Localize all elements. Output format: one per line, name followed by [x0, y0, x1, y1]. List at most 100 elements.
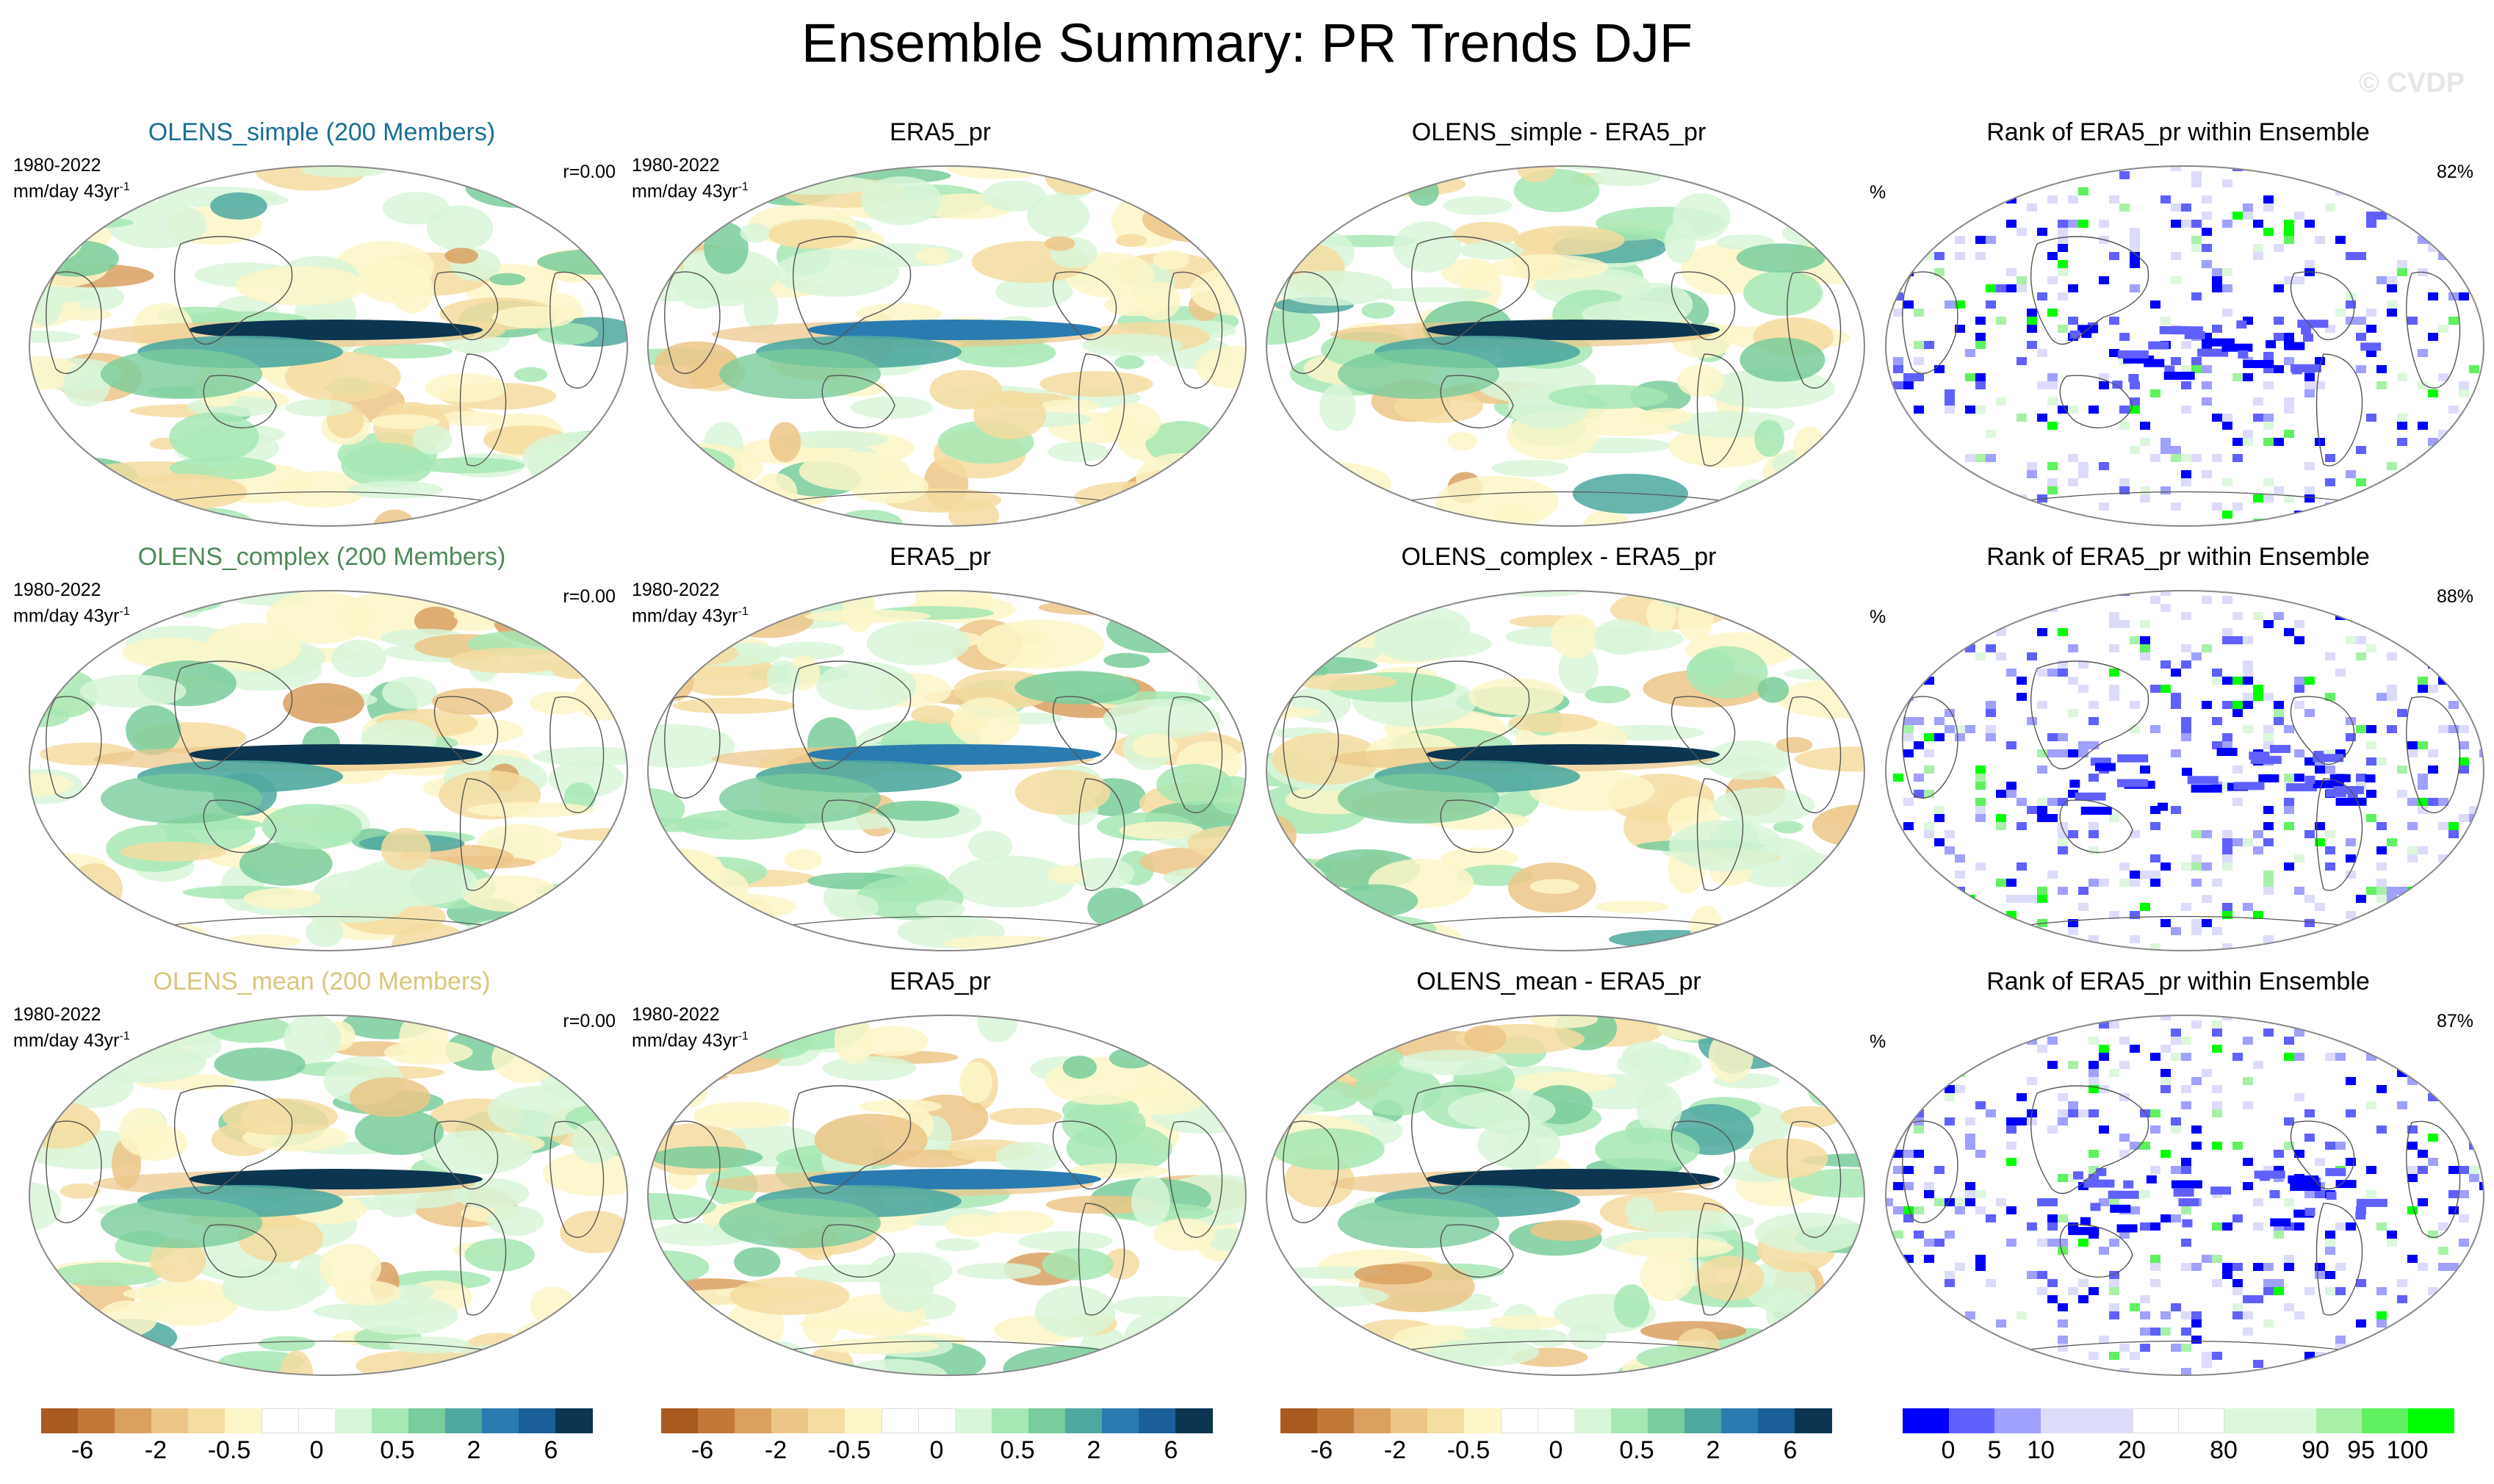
rank-cell [2181, 478, 2191, 486]
rank-cell [2418, 677, 2428, 685]
trend-blob [284, 351, 401, 403]
rank-cell [2335, 309, 2346, 317]
rank-cell [2212, 1109, 2222, 1117]
rank-cell [2459, 1214, 2469, 1222]
trend-blob [1776, 679, 1864, 718]
trend-blob [1646, 597, 1676, 633]
trend-blob [491, 1033, 560, 1084]
rank-cell [2027, 717, 2037, 725]
rank-cell [2335, 1344, 2346, 1352]
coastline [549, 271, 605, 389]
rank-cell [2366, 612, 2376, 620]
rank-cell [2355, 1211, 2366, 1220]
rank-cell [2428, 292, 2438, 300]
rank-cell [2123, 1180, 2134, 1189]
globe-map [647, 590, 1247, 951]
rank-cell [2438, 854, 2448, 862]
rank-cell [1924, 1303, 1934, 1311]
rank-cell [2428, 179, 2438, 187]
coastline [2406, 1120, 2461, 1238]
trend-blob [1805, 1304, 1841, 1357]
map-border [29, 165, 628, 527]
rank-cell [2366, 790, 2376, 798]
trend-blob [134, 929, 192, 951]
trend-blob [1183, 1307, 1246, 1344]
rank-cell [2346, 935, 2356, 943]
trend-blob [1266, 1015, 1344, 1037]
rank-cell [2269, 1189, 2280, 1198]
trend-blob [1112, 1295, 1210, 1316]
rank-cell [2119, 1150, 2130, 1158]
rank-cell [2243, 701, 2253, 709]
rank-cell [1986, 236, 1996, 244]
colorbar-swatch [519, 1408, 556, 1433]
coastline [1902, 1120, 1958, 1223]
trend-blob [1225, 1068, 1246, 1103]
rank-cell [2068, 317, 2078, 325]
rank-cell [2090, 1203, 2101, 1211]
trend-blob [1175, 1030, 1228, 1062]
rank-cell [1955, 236, 1965, 244]
rank-cell [2407, 1206, 2418, 1214]
rank-cell [2163, 371, 2195, 380]
units-label: mm/day 43yr [632, 181, 738, 202]
rank-cell [2068, 927, 2078, 935]
rank-cell [2202, 1069, 2212, 1077]
rank-cell [2325, 830, 2335, 838]
rank-cell [1903, 628, 1914, 636]
rank-cell [2428, 438, 2438, 446]
rank-cell [2210, 1186, 2232, 1195]
trend-tick: -6 [71, 1436, 94, 1464]
rank-cell [1965, 725, 1975, 733]
rank-cell [2263, 381, 2274, 389]
rank-cell [2088, 1085, 2099, 1093]
rank-cell [2017, 357, 2027, 365]
rank-cell [2109, 911, 2119, 919]
trend-blob [1266, 181, 1360, 214]
rank-cell [2181, 1166, 2191, 1174]
rank-cell [2325, 1142, 2335, 1150]
rank-cell [2058, 628, 2068, 636]
trend-blob [1775, 624, 1816, 646]
rank-cell [2017, 862, 2027, 871]
trend-blob [804, 609, 931, 623]
rank-cell [2140, 1344, 2150, 1352]
rank-cell [2232, 1279, 2243, 1287]
rank-cell [2191, 862, 2202, 871]
rank-cell [2068, 454, 2078, 462]
rank-cell [2232, 212, 2243, 220]
coastline [46, 1120, 102, 1223]
colorbar-swatch [1611, 1408, 1648, 1433]
rank-cell [2006, 782, 2017, 790]
trend-blob [29, 1045, 88, 1090]
coastline [2290, 271, 2355, 340]
colorbar-swatch [1903, 1408, 1949, 1433]
rank-cell [1903, 220, 1914, 228]
rank-cell [2469, 422, 2479, 430]
trend-blob [1695, 1256, 1765, 1301]
rank-cell [1886, 1109, 1893, 1117]
trend-blob [169, 456, 276, 480]
rank-cell [2140, 1311, 2150, 1319]
map-border [1885, 1015, 2484, 1376]
rank-cell [2448, 1263, 2459, 1271]
rank-cell [2284, 862, 2294, 871]
trend-blob [284, 399, 353, 417]
rank-cell [2047, 814, 2058, 822]
rank-cell [2335, 749, 2346, 757]
coastline [1283, 696, 1339, 799]
rank-cell [1914, 1287, 1924, 1295]
rank-cell [1986, 709, 1996, 717]
trend-tick: 0 [1549, 1436, 1563, 1464]
rank-cell [2284, 806, 2294, 814]
trend-blob [1103, 699, 1222, 739]
rank-cell [2315, 527, 2325, 529]
rank-cell [1945, 830, 1955, 838]
rank-cell [1903, 1166, 1914, 1174]
rank-cell [2027, 325, 2037, 333]
rank-cell [2366, 814, 2376, 822]
coastline [1078, 1203, 1125, 1316]
rank-cell [2171, 1125, 2181, 1134]
trend-blob [439, 411, 503, 426]
trend-blob [719, 774, 881, 824]
